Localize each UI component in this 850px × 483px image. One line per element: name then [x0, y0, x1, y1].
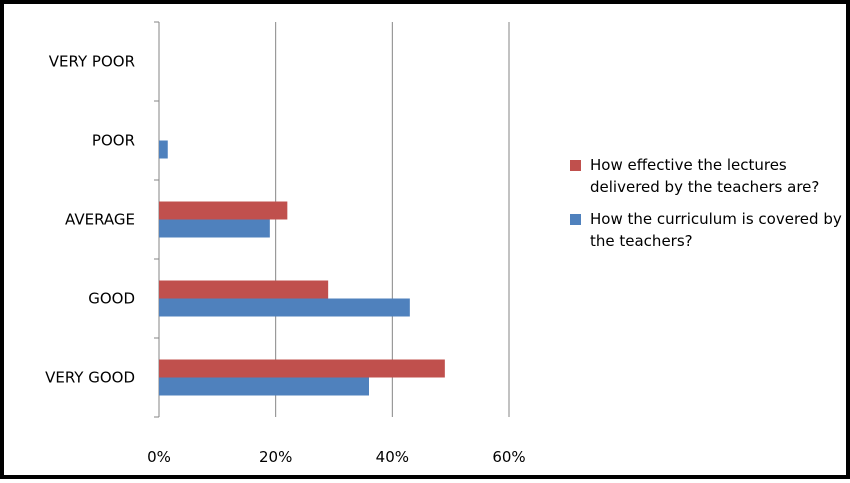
category-label: POOR [92, 132, 135, 150]
category-label: VERY GOOD [45, 369, 135, 387]
x-tick-label: 60% [492, 448, 525, 466]
bar-series-1-very-good [159, 359, 445, 378]
legend-swatch-series-1 [570, 160, 581, 171]
x-tick-label: 0% [147, 448, 171, 466]
bar-series-2-good [159, 298, 410, 317]
bar-chart: VERY POOR POOR AVERAGE GOOD VERY GOOD 0% 20% 40… [45, 21, 526, 466]
bar-series-2-average [159, 219, 270, 238]
category-label: AVERAGE [65, 211, 135, 229]
bar-series-1-average [159, 201, 288, 220]
category-label: GOOD [88, 290, 135, 308]
legend-label-series-1: How effective the lectures delivered by … [590, 156, 820, 196]
legend-label-series-2: How the curriculum is covered by the tea… [590, 210, 842, 250]
legend-item-series-2: How the curriculum is covered by the tea… [570, 208, 850, 252]
bar-series-2-poor [159, 140, 168, 159]
x-tick-label: 40% [376, 448, 409, 466]
x-tick-label: 20% [259, 448, 292, 466]
bar-series-2-very-good [159, 377, 369, 396]
legend-swatch-series-2 [570, 214, 581, 225]
legend: How effective the lectures delivered by … [570, 154, 850, 262]
bar-series-1-good [159, 280, 329, 299]
category-label: VERY POOR [49, 53, 135, 71]
legend-item-series-1: How effective the lectures delivered by … [570, 154, 850, 198]
